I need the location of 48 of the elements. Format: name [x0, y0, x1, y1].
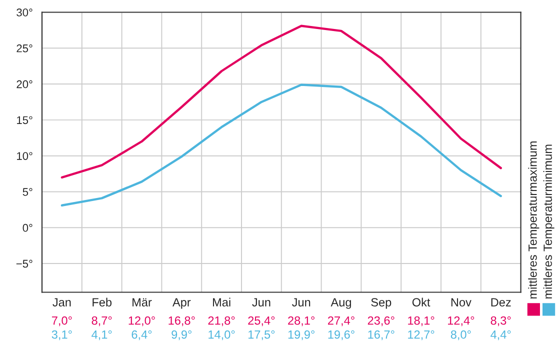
data-label: 25,4° — [248, 316, 275, 326]
y-tick-label: 30° — [16, 8, 32, 16]
x-tick-label: Aug — [330, 298, 351, 309]
y-tick-label: 15° — [17, 116, 32, 124]
x-tick-label: Nov — [451, 298, 472, 306]
y-tick-label: 0° — [22, 224, 32, 232]
data-label: 7,0° — [52, 316, 72, 326]
text: mittleres Temperaturmaximum — [528, 141, 540, 298]
x-tick-label: Mai — [213, 298, 230, 306]
data-label: 12,7° — [408, 330, 434, 340]
data-label: 12,0° — [128, 316, 155, 326]
y-tick-label: −5° — [16, 260, 32, 268]
data-label: 3,1° — [52, 330, 72, 340]
data-label: 16,7° — [368, 330, 394, 340]
x-tick-label: Mär — [132, 298, 152, 306]
x-tick-label: Feb — [92, 298, 112, 306]
data-label: 27,4° — [328, 316, 354, 326]
line-series — [60, 24, 502, 178]
y-tick-label: 5° — [22, 188, 32, 196]
data-label: 8,3° — [490, 316, 511, 326]
x-tick-label: Sep — [371, 298, 392, 309]
line-series — [60, 84, 502, 206]
y-tick-label: 10° — [17, 152, 32, 160]
data-label: 23,6° — [368, 316, 394, 326]
data-label: 14,0° — [208, 330, 235, 340]
data-label: 9,9° — [172, 330, 192, 340]
data-label: 18,1° — [408, 316, 434, 326]
x-tick-label: Jun — [292, 298, 310, 306]
data-label: 8,7° — [92, 316, 112, 326]
data-label: 19,6° — [328, 330, 354, 340]
data-label: 6,4° — [132, 330, 152, 340]
data-label: 16,8° — [168, 316, 195, 326]
text: mittleres Temperaturminimum — [543, 144, 554, 298]
x-tick-label: Apr — [172, 298, 191, 309]
data-label: 4,1° — [92, 330, 112, 340]
data-label: 17,5° — [248, 330, 275, 340]
x-tick-label: Okt — [412, 298, 430, 306]
x-tick-label: Dez — [491, 298, 511, 306]
data-label: 8,0° — [450, 330, 471, 340]
x-tick-label: Jan — [52, 298, 71, 306]
data-label: 28,1° — [288, 316, 314, 326]
y-tick-label: 20° — [16, 80, 32, 88]
data-label: 4,4° — [490, 330, 511, 340]
y-tick-label: 25° — [16, 44, 32, 52]
data-label: 21,8° — [208, 316, 235, 326]
data-label: 12,4° — [448, 316, 474, 326]
x-tick-label: Jun — [252, 298, 270, 306]
data-label: 19,9° — [288, 330, 314, 340]
